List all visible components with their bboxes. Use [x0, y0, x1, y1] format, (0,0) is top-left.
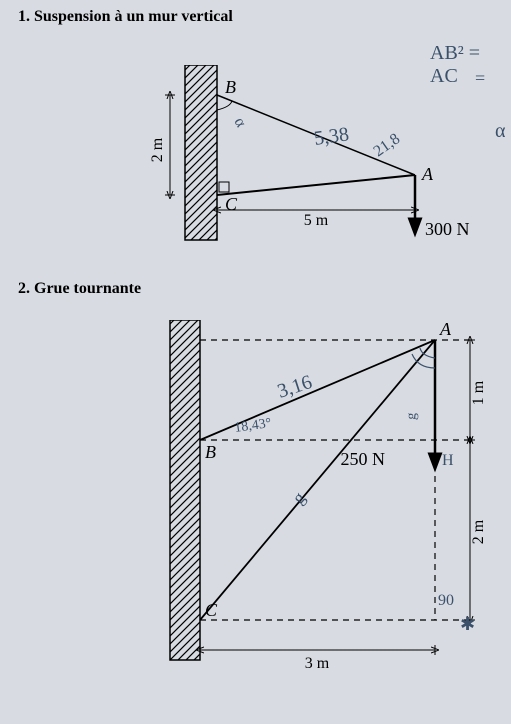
p2-dim-v2-label: 2 m — [470, 519, 487, 544]
p2-angle-arc-A2 — [412, 354, 435, 368]
p2-diagram: 1 m 2 m 3 m A B C 250 N 3,16 18,43° g g … — [150, 320, 500, 700]
p1-hand-alpha: α — [231, 115, 250, 131]
p2-point-A: A — [439, 320, 452, 339]
p2-title: Grue tournante — [34, 280, 141, 297]
p1-number: 1. — [18, 8, 30, 25]
p2-force-label: 250 N — [341, 449, 386, 469]
p1-title: Suspension à un mur vertical — [34, 8, 233, 25]
p2-beam-CA — [200, 340, 435, 620]
p1-point-C: C — [225, 194, 238, 214]
p1-hand-218: 21,8 — [371, 130, 404, 160]
p1-diagram: 2 m 5 m B C A 300 N α 5,38 21,8 — [150, 65, 470, 265]
p2-point-C: C — [205, 600, 218, 620]
p1-hand-topright2: = — [475, 68, 485, 89]
p2-number: 2. — [18, 280, 30, 297]
p1-wall — [185, 65, 217, 240]
p2-wall — [170, 320, 200, 660]
p1-right-angle — [219, 182, 229, 192]
p2-hand-1843: 18,43° — [233, 416, 272, 436]
p2-hand-90: 90 — [438, 592, 454, 609]
p1-bar-CA — [217, 175, 415, 195]
p1-point-B: B — [225, 77, 236, 97]
p2-hand-g: g — [288, 488, 309, 508]
p1-point-A: A — [421, 164, 434, 184]
p1-force-label: 300 N — [425, 219, 470, 239]
p2-hand-316: 3,16 — [275, 371, 315, 403]
p2-dim-h-label: 3 m — [305, 655, 330, 672]
p1-hand-topright3: α — [495, 120, 505, 143]
p2-hand-cross: ✱ — [460, 614, 475, 634]
p2-point-B: B — [205, 442, 216, 462]
p1-dim-h-label: 5 m — [304, 212, 329, 229]
p2-hand-H: H — [442, 452, 454, 469]
p2-hand-g2: g — [404, 412, 420, 420]
p2-dim-v1-label: 1 m — [470, 380, 487, 405]
p1-angle-arc — [217, 101, 232, 110]
p1-dim-v-label: 2 m — [150, 137, 166, 162]
